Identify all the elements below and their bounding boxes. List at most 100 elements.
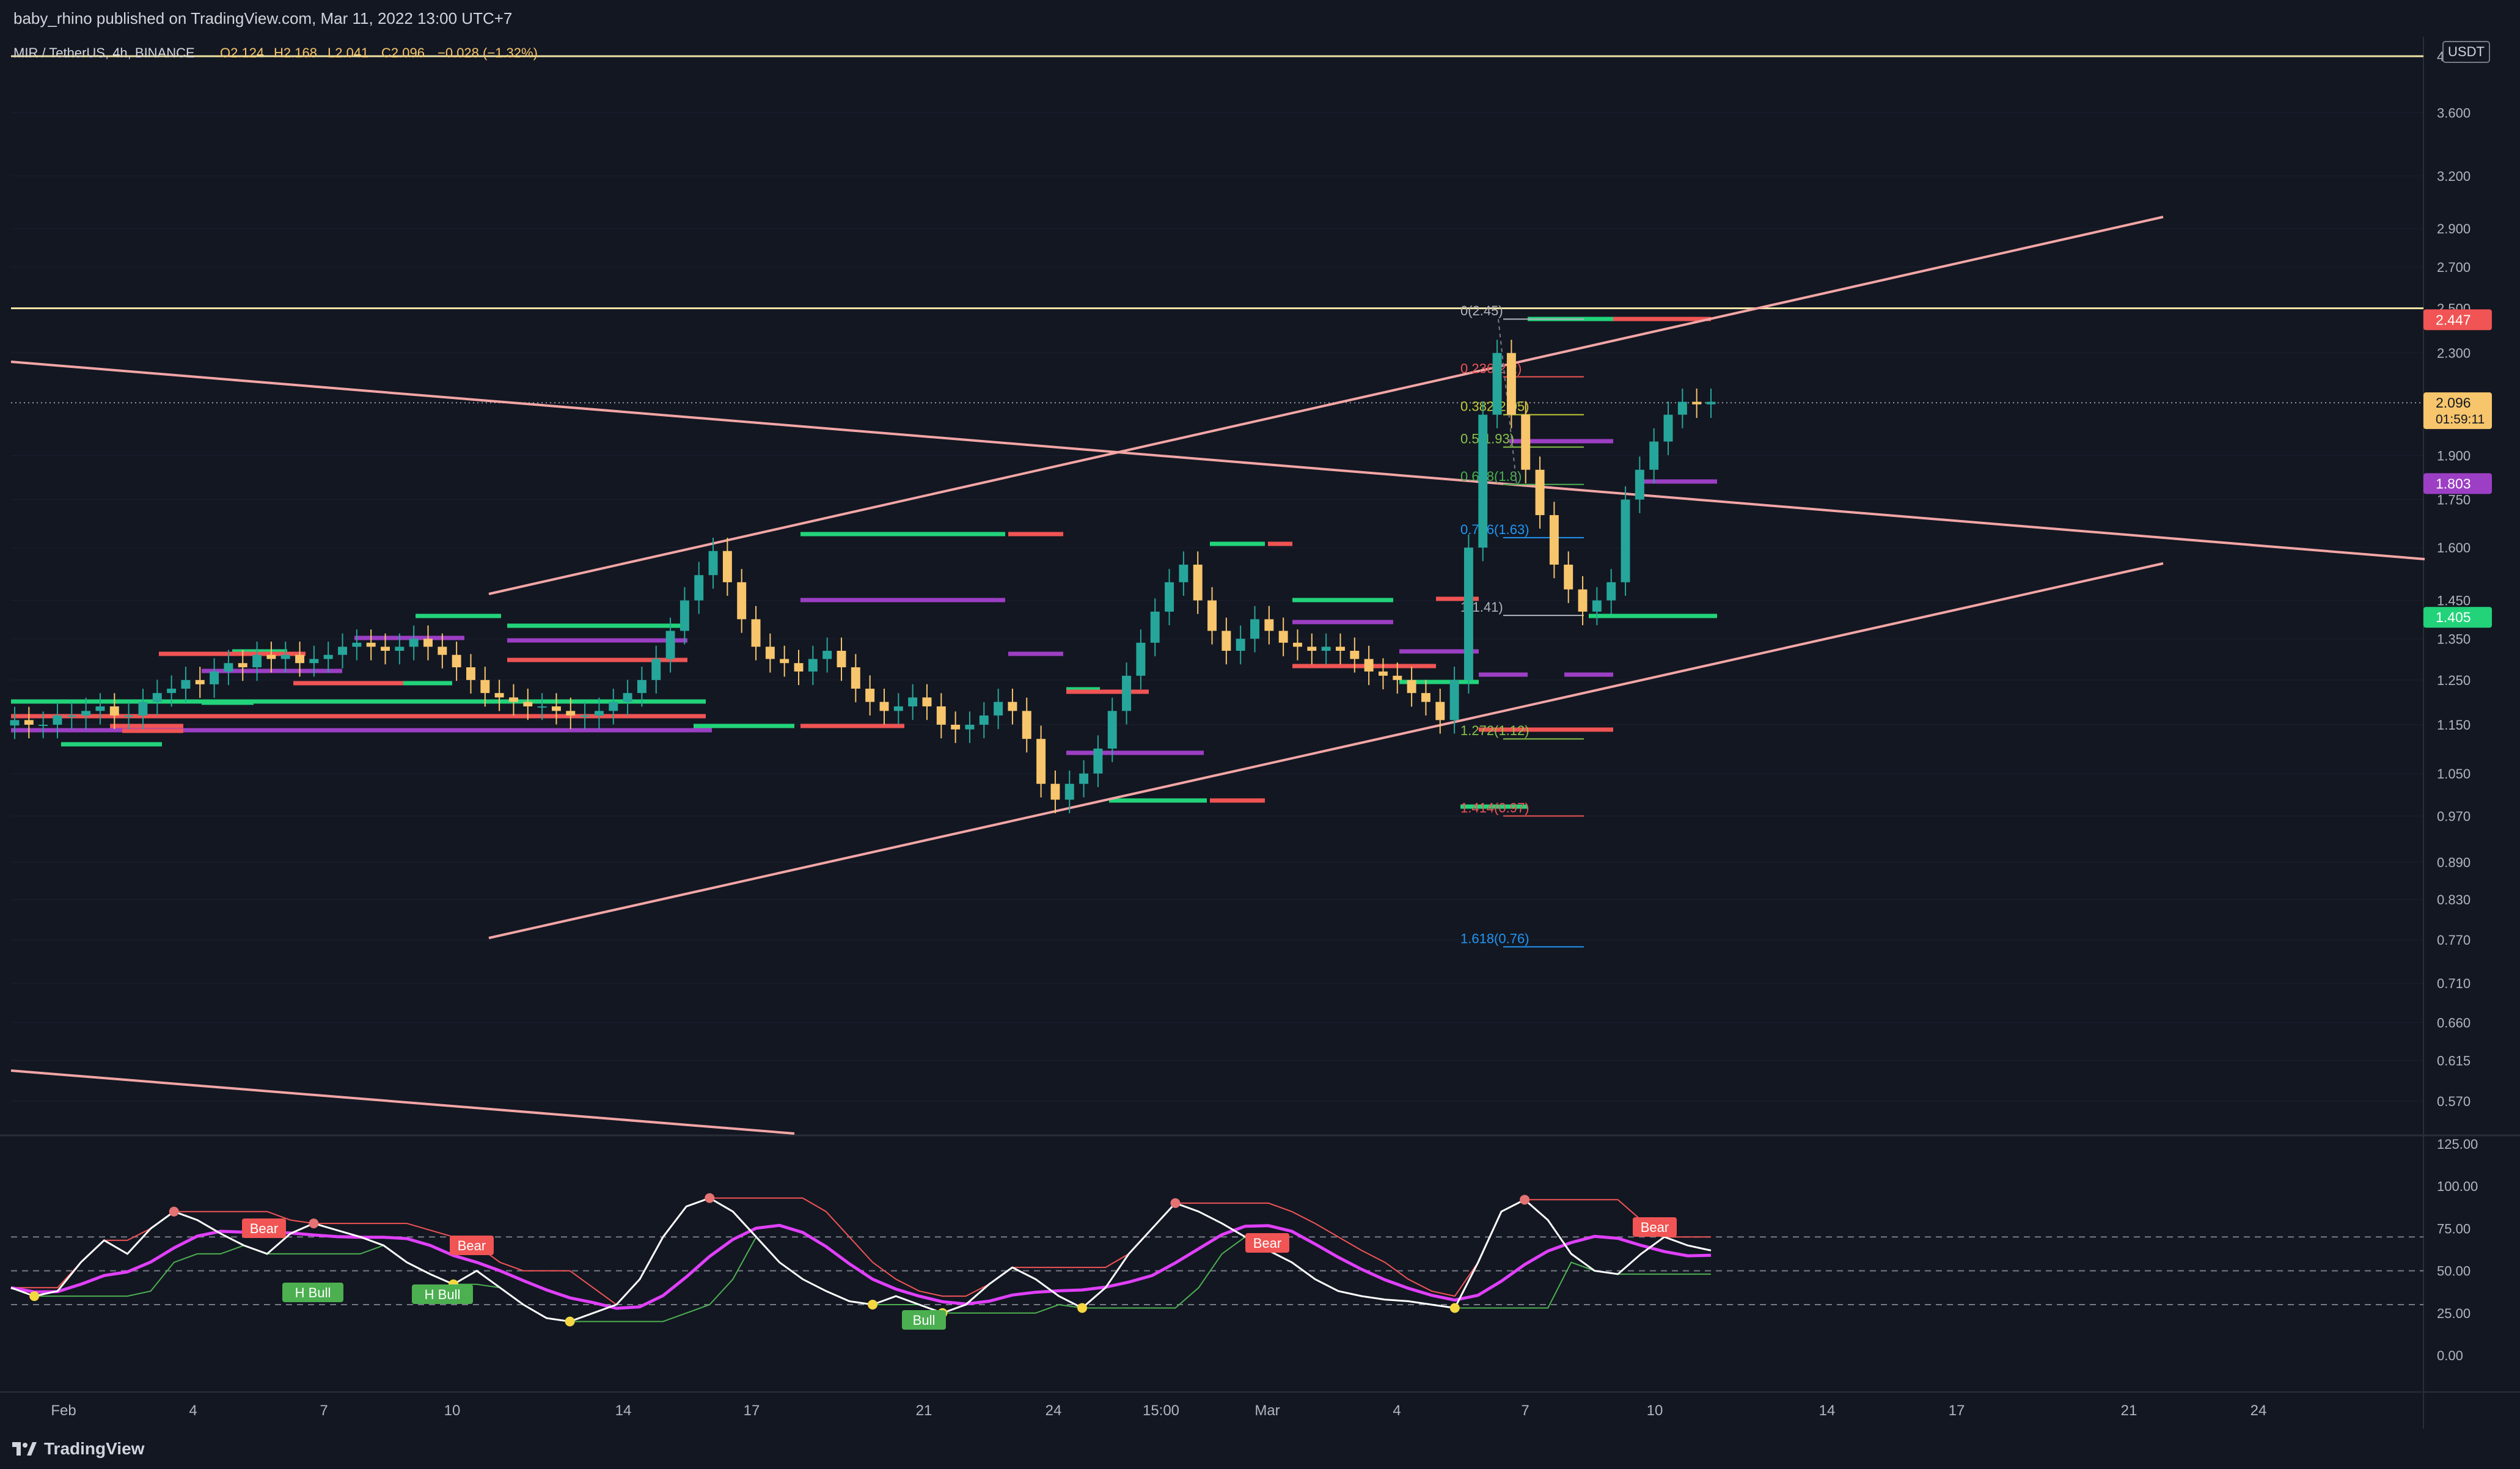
- candle-body[interactable]: [252, 654, 262, 668]
- candle-body[interactable]: [879, 702, 889, 711]
- candle-body[interactable]: [53, 715, 62, 725]
- candle-body[interactable]: [1421, 693, 1430, 702]
- bull-signal-badge[interactable]: [282, 1283, 343, 1302]
- candle-body[interactable]: [81, 711, 91, 716]
- tradingview-logo[interactable]: TradingView: [12, 1439, 144, 1459]
- candle-body[interactable]: [1635, 469, 1644, 500]
- candle-body[interactable]: [1079, 773, 1089, 784]
- candle-body[interactable]: [280, 654, 290, 659]
- candle-body[interactable]: [10, 720, 20, 726]
- candle-body[interactable]: [181, 680, 191, 689]
- candle-body[interactable]: [551, 706, 561, 711]
- trendline[interactable]: [488, 216, 2164, 595]
- candle-body[interactable]: [1378, 671, 1388, 676]
- candle-body[interactable]: [1463, 548, 1473, 680]
- candle-body[interactable]: [1449, 680, 1459, 720]
- candle-body[interactable]: [808, 659, 818, 672]
- bull-signal-badge[interactable]: [902, 1310, 946, 1330]
- candle-body[interactable]: [1321, 647, 1331, 651]
- candle-body[interactable]: [822, 651, 832, 659]
- price-badge[interactable]: [2423, 309, 2492, 331]
- candle-body[interactable]: [38, 725, 48, 727]
- candle-body[interactable]: [352, 642, 362, 647]
- candle-body[interactable]: [338, 647, 348, 655]
- candle-body[interactable]: [409, 639, 419, 647]
- candle-body[interactable]: [523, 702, 533, 706]
- candle-body[interactable]: [1407, 680, 1416, 694]
- candle-body[interactable]: [452, 654, 461, 668]
- price-badge[interactable]: [2423, 607, 2492, 628]
- candle-body[interactable]: [167, 688, 177, 694]
- rsi-ma-line[interactable]: [10, 1223, 1712, 1310]
- candle-body[interactable]: [936, 706, 946, 725]
- candle-body[interactable]: [609, 702, 618, 711]
- candle-body[interactable]: [480, 680, 490, 694]
- rsi-pane[interactable]: Bear H Bull Bear H Bull Bull Bear Bear: [10, 1193, 2423, 1330]
- bear-signal-badge[interactable]: [450, 1236, 494, 1255]
- candle-body[interactable]: [95, 706, 105, 711]
- bear-signal-badge[interactable]: [1245, 1233, 1289, 1253]
- candle-body[interactable]: [1278, 631, 1288, 643]
- candle-body[interactable]: [323, 654, 333, 659]
- candle-body[interactable]: [665, 631, 675, 659]
- candle-body[interactable]: [1592, 600, 1602, 612]
- candle-body[interactable]: [722, 551, 732, 582]
- candle-body[interactable]: [1564, 565, 1573, 590]
- candle-body[interactable]: [1364, 659, 1374, 672]
- candle-body[interactable]: [1064, 783, 1074, 800]
- candle-body[interactable]: [751, 619, 761, 647]
- candle-body[interactable]: [366, 642, 376, 647]
- trendline[interactable]: [10, 1069, 795, 1135]
- candle-body[interactable]: [124, 715, 134, 717]
- candle-body[interactable]: [67, 715, 76, 717]
- candle-body[interactable]: [1506, 353, 1516, 415]
- candle-body[interactable]: [238, 663, 247, 668]
- candle-body[interactable]: [309, 659, 319, 664]
- candle-body[interactable]: [922, 697, 932, 706]
- candle-body[interactable]: [965, 725, 975, 730]
- candle-body[interactable]: [195, 680, 205, 684]
- candle-body[interactable]: [1122, 675, 1132, 711]
- candle-body[interactable]: [152, 693, 162, 702]
- candle-body[interactable]: [737, 582, 747, 620]
- candle-body[interactable]: [1677, 401, 1687, 415]
- candle-body[interactable]: [1293, 642, 1302, 647]
- candle-body[interactable]: [1393, 675, 1402, 680]
- candle-body[interactable]: [580, 715, 590, 717]
- candle-body[interactable]: [295, 654, 305, 664]
- candle-body[interactable]: [1093, 749, 1103, 774]
- candle-body[interactable]: [210, 671, 219, 684]
- candle-body[interactable]: [509, 697, 518, 702]
- candle-body[interactable]: [1692, 401, 1702, 405]
- candle-body[interactable]: [794, 663, 804, 672]
- bull-signal-badge[interactable]: [412, 1284, 473, 1304]
- bear-signal-badge[interactable]: [1633, 1217, 1677, 1237]
- candle-body[interactable]: [1621, 499, 1630, 582]
- candle-body[interactable]: [109, 706, 119, 716]
- candle-body[interactable]: [708, 551, 718, 576]
- candle-body[interactable]: [466, 667, 475, 680]
- candle-body[interactable]: [494, 693, 504, 698]
- rsi-line[interactable]: [10, 1196, 1712, 1323]
- candle-body[interactable]: [908, 697, 918, 706]
- candle-body[interactable]: [1008, 702, 1017, 711]
- candle-body[interactable]: [1478, 414, 1488, 548]
- candle-body[interactable]: [1307, 647, 1317, 651]
- candle-body[interactable]: [994, 702, 1003, 716]
- candle-body[interactable]: [1222, 631, 1231, 651]
- candle-body[interactable]: [224, 663, 233, 672]
- candle-body[interactable]: [1264, 619, 1274, 631]
- candles[interactable]: [10, 340, 1716, 813]
- candle-body[interactable]: [1435, 702, 1445, 720]
- candle-body[interactable]: [1706, 401, 1716, 405]
- price-axis[interactable]: 43.6003.2002.9002.7002.5002.3001.9001.75…: [2423, 49, 2492, 1363]
- candle-body[interactable]: [1136, 642, 1146, 676]
- candle-body[interactable]: [395, 647, 405, 651]
- candle-body[interactable]: [1193, 565, 1203, 601]
- candle-body[interactable]: [1578, 589, 1588, 612]
- candle-body[interactable]: [537, 706, 547, 708]
- candle-body[interactable]: [1535, 469, 1545, 515]
- candle-body[interactable]: [381, 647, 390, 651]
- candle-body[interactable]: [1521, 414, 1531, 470]
